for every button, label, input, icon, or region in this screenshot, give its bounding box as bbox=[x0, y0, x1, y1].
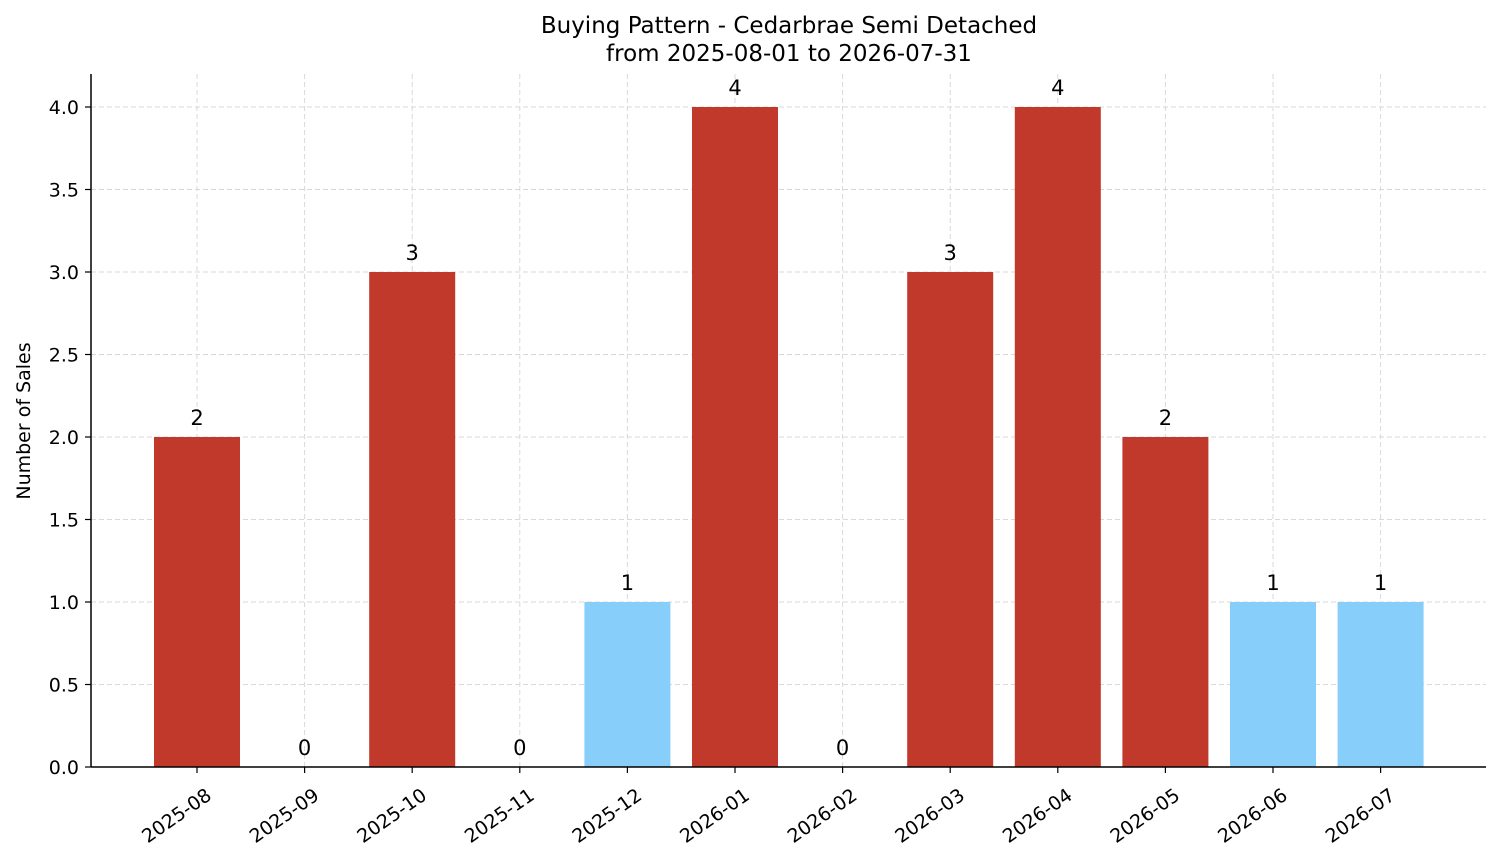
data-label: 3 bbox=[406, 241, 419, 265]
y-tick-label: 0.5 bbox=[49, 675, 79, 697]
data-label: 0 bbox=[513, 736, 526, 760]
bar bbox=[154, 437, 240, 767]
data-label: 1 bbox=[1266, 571, 1279, 595]
data-labels: 2 0 3 0 1 4 0 3 4 2 1 1 bbox=[190, 76, 1387, 760]
bars bbox=[154, 107, 1424, 767]
data-label: 0 bbox=[836, 736, 849, 760]
data-label: 2 bbox=[190, 406, 203, 430]
x-tick-label: 2025-09 bbox=[246, 784, 324, 848]
x-tick-label: 2026-06 bbox=[1214, 784, 1292, 848]
data-label: 4 bbox=[728, 76, 741, 100]
x-tick-label: 2026-04 bbox=[999, 784, 1077, 848]
data-label: 1 bbox=[1374, 571, 1387, 595]
bar bbox=[907, 272, 994, 767]
x-tick-label: 2025-08 bbox=[138, 784, 216, 848]
y-tick-label: 2.5 bbox=[49, 345, 79, 367]
bar bbox=[369, 272, 456, 767]
data-label: 3 bbox=[944, 241, 957, 265]
x-tick-label: 2025-10 bbox=[353, 784, 431, 848]
y-tick-label: 3.0 bbox=[49, 262, 79, 284]
data-label: 2 bbox=[1159, 406, 1172, 430]
chart-title-line-1: Buying Pattern - Cedarbrae Semi Detached bbox=[541, 13, 1037, 39]
bar bbox=[1122, 437, 1209, 767]
y-axis-label: Number of Sales bbox=[13, 342, 35, 499]
bar bbox=[1337, 602, 1424, 767]
data-label: 0 bbox=[298, 736, 311, 760]
x-tick-label: 2026-02 bbox=[784, 784, 862, 848]
x-tick-label: 2026-05 bbox=[1106, 784, 1184, 848]
bar bbox=[584, 602, 671, 767]
data-label: 1 bbox=[621, 571, 634, 595]
x-tick-label: 2026-07 bbox=[1322, 784, 1400, 848]
x-tick-label: 2026-01 bbox=[676, 784, 754, 848]
y-tick-label: 4.0 bbox=[49, 97, 79, 119]
bar bbox=[692, 107, 778, 767]
x-tick-label: 2025-12 bbox=[568, 784, 646, 848]
y-tick-label: 1.5 bbox=[49, 510, 79, 532]
chart-title-line-2: from 2025-08-01 to 2026-07-31 bbox=[606, 41, 972, 67]
data-label: 4 bbox=[1051, 76, 1064, 100]
x-tick-label: 2025-11 bbox=[461, 784, 539, 848]
bar bbox=[1230, 602, 1316, 767]
y-tick-label: 3.5 bbox=[49, 180, 79, 202]
y-tick-label: 1.0 bbox=[49, 592, 79, 614]
x-tick-label: 2026-03 bbox=[891, 784, 969, 848]
y-tick-label: 0.0 bbox=[49, 757, 79, 779]
y-tick-label: 2.0 bbox=[49, 427, 79, 449]
bar bbox=[1014, 107, 1101, 767]
